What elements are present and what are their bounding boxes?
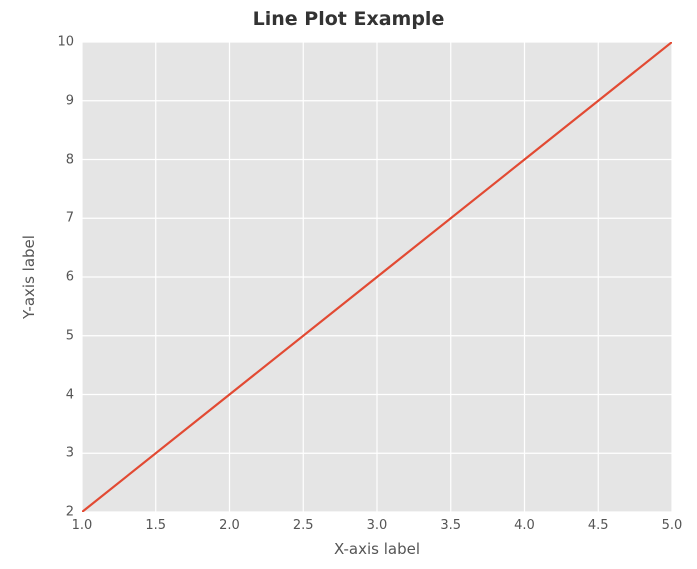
- y-tick-label: 10: [57, 35, 74, 50]
- x-tick-label: 5.0: [662, 518, 683, 533]
- x-tick-label: 2.0: [219, 518, 240, 533]
- y-tick-label: 5: [66, 328, 74, 343]
- x-tick-label: 2.5: [293, 518, 314, 533]
- y-tick-label: 9: [66, 93, 74, 108]
- x-tick-label: 3.0: [367, 518, 388, 533]
- plot-area: [82, 42, 672, 512]
- x-tick-label: 1.0: [72, 518, 93, 533]
- chart-title: Line Plot Example: [0, 8, 697, 30]
- y-tick-label: 2: [66, 505, 74, 520]
- x-tick-label: 4.0: [514, 518, 535, 533]
- y-axis-label: Y-axis label: [20, 42, 38, 512]
- x-tick-label: 1.5: [145, 518, 166, 533]
- y-tick-label: 7: [66, 211, 74, 226]
- x-tick-label: 4.5: [588, 518, 609, 533]
- y-tick-label: 6: [66, 270, 74, 285]
- x-axis-label: X-axis label: [82, 540, 672, 558]
- y-tick-label: 3: [66, 446, 74, 461]
- y-tick-label: 4: [66, 387, 74, 402]
- x-tick-label: 3.5: [440, 518, 461, 533]
- line-chart-figure: Line Plot Example Y-axis label X-axis la…: [0, 0, 697, 569]
- y-tick-label: 8: [66, 152, 74, 167]
